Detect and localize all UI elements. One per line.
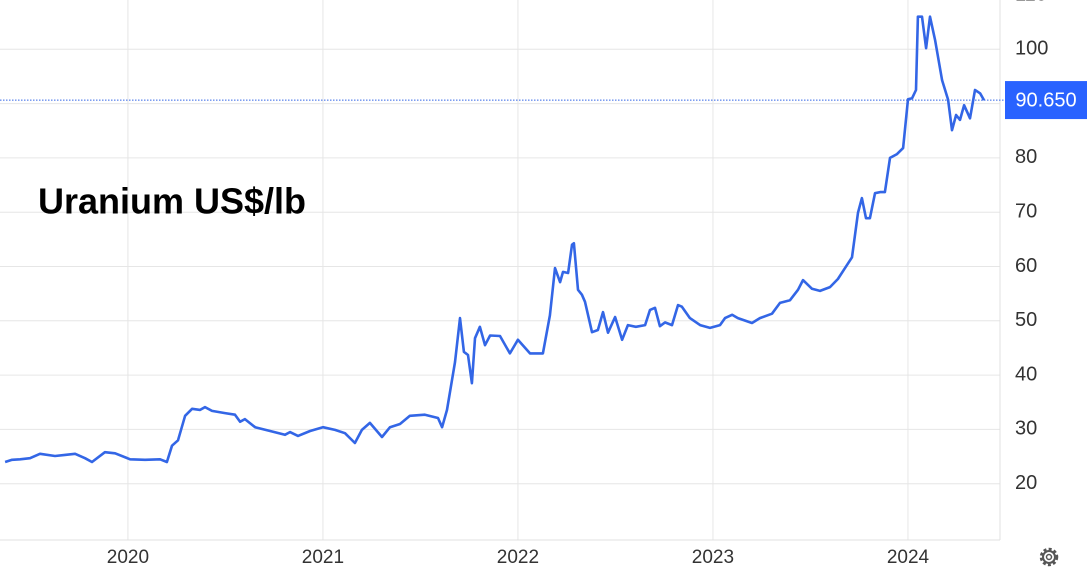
gear-body: [1042, 550, 1056, 564]
y-tick-label: 110: [1015, 0, 1047, 5]
y-tick-label: 20: [1015, 472, 1037, 494]
y-tick-label: 60: [1015, 255, 1037, 277]
y-tick-label: 30: [1015, 418, 1037, 440]
y-tick-label: 50: [1015, 309, 1037, 331]
chart-title: Uranium US$/lb: [38, 181, 306, 222]
gear-teeth: [1039, 547, 1059, 567]
x-tick-label: 2020: [107, 547, 149, 568]
y-tick-label: 100: [1015, 38, 1048, 60]
last-value-box: [1005, 81, 1087, 120]
y-tick-label: 80: [1015, 146, 1037, 168]
x-tick-label: 2023: [692, 547, 734, 568]
last-value-label: 90.650: [1015, 89, 1076, 111]
x-tick-label: 2024: [887, 547, 930, 568]
y-tick-label: 40: [1015, 363, 1037, 385]
settings-icon[interactable]: [1039, 547, 1059, 567]
price-line: [4, 15, 986, 464]
x-tick-label: 2022: [497, 547, 539, 568]
x-tick-label: 2021: [302, 547, 344, 568]
y-tick-label: 70: [1015, 200, 1037, 222]
gear-hole: [1045, 553, 1053, 561]
